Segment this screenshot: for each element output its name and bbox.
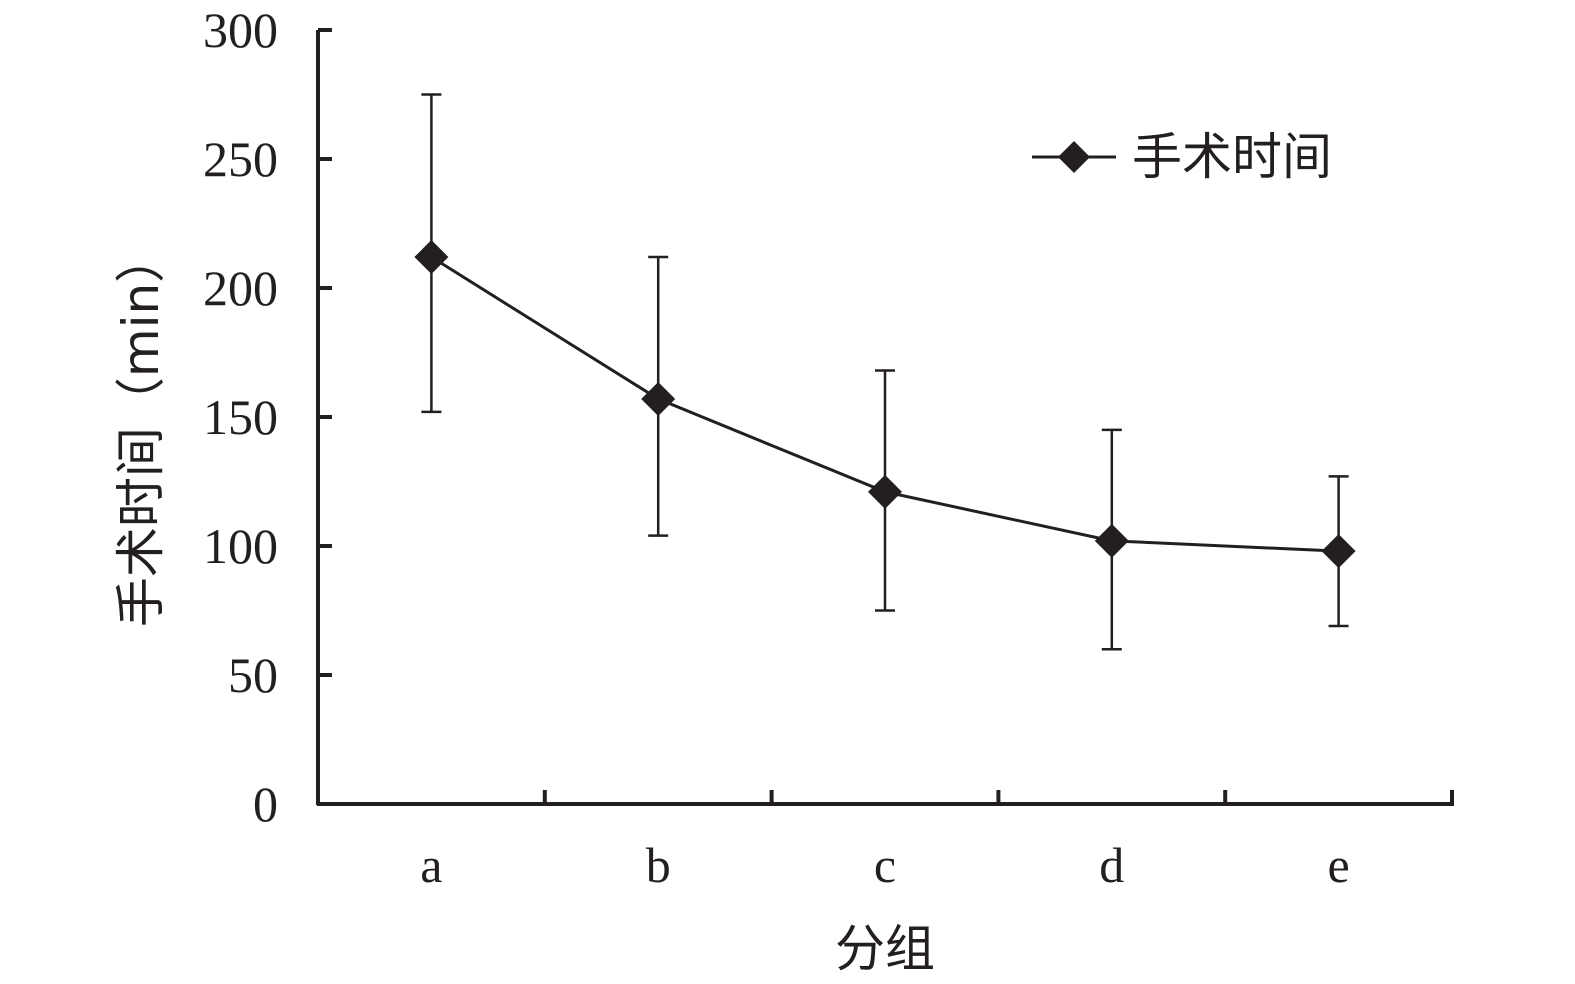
- legend-label: 手术时间: [1132, 128, 1332, 186]
- y-axis-title: 手术时间（min）: [112, 233, 170, 627]
- data-point-diamond: [414, 240, 449, 275]
- y-tick-label: 50: [228, 647, 278, 703]
- y-tick-label: 250: [203, 131, 278, 187]
- data-point-diamond: [641, 381, 676, 416]
- legend: 手术时间: [1032, 128, 1332, 186]
- x-tick-label: d: [1099, 837, 1124, 893]
- x-axis-title: 分组: [835, 920, 935, 978]
- y-tick-label: 300: [203, 2, 278, 58]
- data-point-diamond: [1321, 534, 1356, 569]
- x-tick-label: b: [646, 837, 671, 893]
- x-tick-label: a: [420, 837, 442, 893]
- y-tick-label: 0: [253, 776, 278, 832]
- y-tick-label: 200: [203, 260, 278, 316]
- y-tick-label: 100: [203, 518, 278, 574]
- data-point-diamond: [1094, 523, 1129, 558]
- legend-marker-diamond: [1058, 141, 1090, 173]
- tick-marks: 0 50 100 150 200 250 300 a b c d e: [203, 2, 1454, 893]
- x-tick-label: e: [1327, 837, 1349, 893]
- y-tick-label: 150: [203, 389, 278, 445]
- data-point-diamond: [868, 474, 902, 509]
- x-tick-label: c: [874, 837, 896, 893]
- data-markers: [414, 240, 1356, 569]
